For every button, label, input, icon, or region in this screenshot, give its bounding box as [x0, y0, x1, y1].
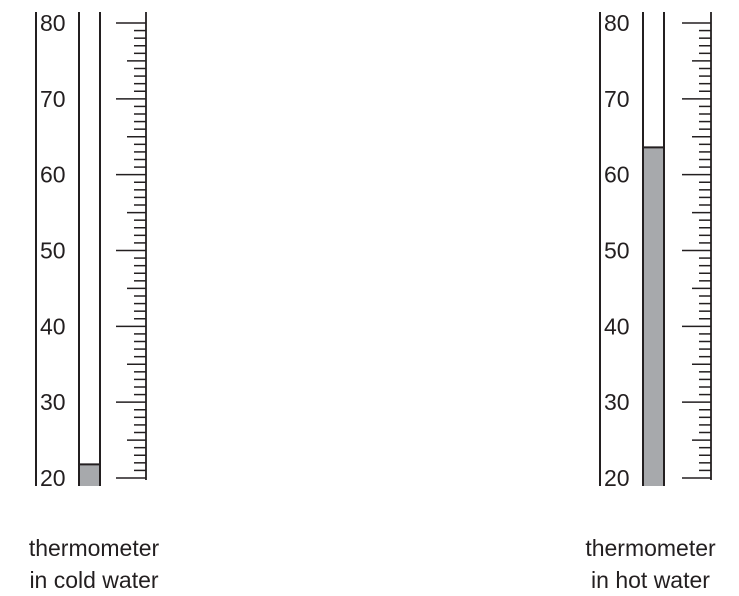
hot-scale-label: 80 [604, 10, 630, 36]
thermometer-hot: 20 30 40 50 60 70 80 [599, 10, 712, 491]
caption-cold-line1: thermometer [28, 535, 160, 561]
cold-scale-label: 20 [40, 465, 66, 491]
cold-scale-label: 70 [40, 86, 66, 112]
hot-scale-label: 40 [604, 313, 630, 339]
cold-tube [79, 12, 100, 486]
hot-scale-label: 50 [604, 238, 630, 264]
caption-hot-line2: in hot water [591, 567, 710, 593]
cold-scale-label: 60 [40, 162, 66, 188]
thermometer-cold: 20 30 40 50 60 70 80 [35, 10, 147, 491]
hot-scale-label: 60 [604, 162, 630, 188]
cold-liquid-column [79, 464, 100, 486]
hot-scale-label: 20 [604, 465, 630, 491]
hot-scale-label: 70 [604, 86, 630, 112]
cold-scale-label: 40 [40, 313, 66, 339]
hot-scale-label: 30 [604, 389, 630, 415]
caption-hot-line1: thermometer [585, 535, 716, 561]
caption-hot-water: thermometer in hot water [562, 532, 739, 596]
cold-scale-label: 50 [40, 238, 66, 264]
caption-cold-water: thermometer in cold water [0, 532, 188, 596]
hot-liquid-column [643, 147, 664, 486]
cold-scale-label: 30 [40, 389, 66, 415]
caption-cold-line2: in cold water [29, 567, 159, 593]
cold-scale-label: 80 [40, 10, 66, 36]
